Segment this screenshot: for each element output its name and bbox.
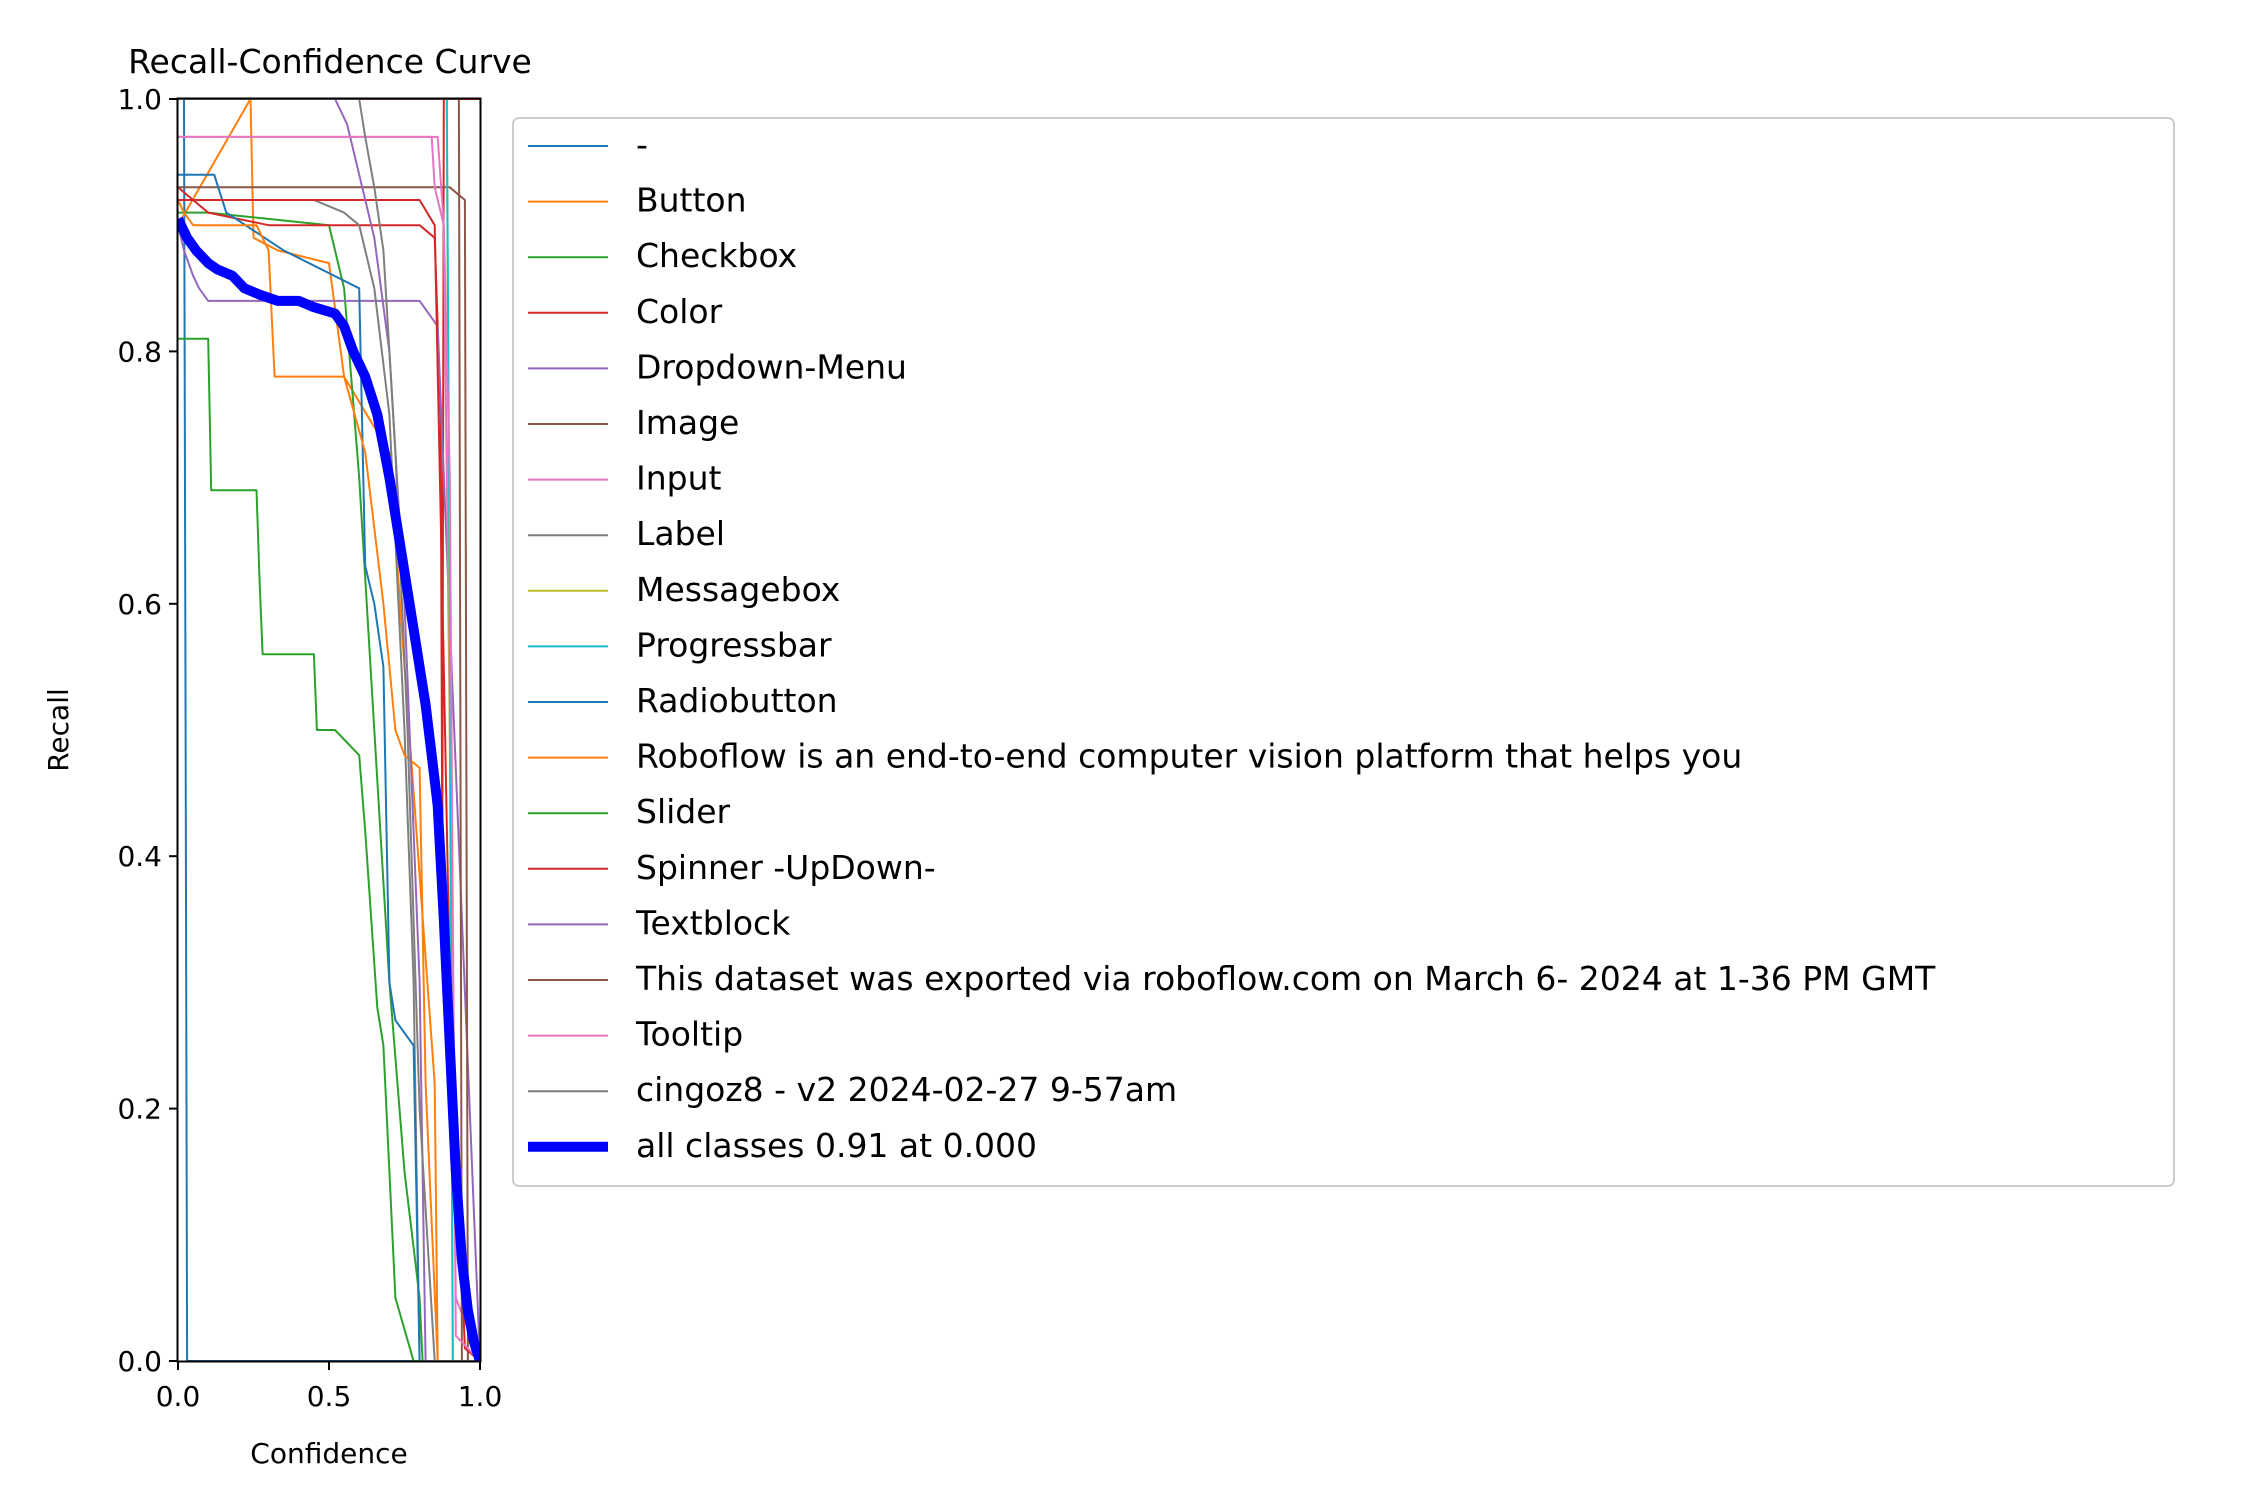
x-axis-label: Confidence [250,1437,407,1470]
legend: - Button Checkbox Color Dropdown-Menu Image In… [512,117,2175,1187]
series-line-13 [178,199,480,1361]
legend-box [512,117,2175,1187]
legend-label-4: Dropdown-Menu [636,347,907,386]
series-line-15 [178,99,480,1361]
legend-label-18: all classes 0.91 at 0.000 [636,1126,1037,1165]
legend-label-13: Spinner -UpDown- [636,848,936,887]
series-line-16 [178,135,480,1361]
series-line-11 [178,199,480,1361]
x-tick-label: 1.0 [458,1380,503,1413]
y-tick-label: 1.0 [117,83,162,116]
legend-label-6: Input [636,459,722,498]
legend-label-17: cingoz8 - v2 2024-02-27 9-57am [636,1070,1177,1109]
x-tick-label: 0.5 [307,1380,352,1413]
y-axis-label: Recall [42,688,75,772]
series-layer [178,99,480,1361]
legend-label-8: Messagebox [636,570,840,609]
y-tick-label: 0.4 [117,840,162,873]
legend-label-5: Image [636,403,739,442]
y-tick-label: 0.2 [117,1093,162,1126]
series-line-10 [178,173,480,1361]
legend-label-11: Roboflow is an end-to-end computer visio… [636,737,1742,776]
legend-label-3: Color [636,292,723,331]
legend-label-10: Radiobutton [636,681,838,720]
legend-label-9: Progressbar [636,625,832,664]
series-line-5 [178,186,480,1361]
series-line-0 [178,99,480,1361]
legend-label-12: Slider [636,792,731,831]
series-line-18 [178,216,480,1361]
series-line-12 [178,337,480,1361]
series-line-4 [178,224,480,1361]
legend-label-15: This dataset was exported via roboflow.c… [635,959,1936,998]
y-tick-label: 0.6 [117,588,162,621]
y-tick-label: 0.0 [117,1345,162,1378]
legend-items: - Button Checkbox Color Dropdown-Menu Image In… [528,125,1936,1165]
series-line-2 [178,211,480,1361]
chart-title: Recall-Confidence Curve [128,42,532,81]
legend-label-7: Label [636,514,725,553]
x-tick-label: 0.0 [156,1380,201,1413]
legend-label-2: Checkbox [636,236,797,275]
legend-label-1: Button [636,181,747,220]
series-line-17 [178,99,480,1361]
legend-label-0: - [636,125,648,164]
legend-label-14: Textblock [635,903,791,942]
x-axis: 0.0 0.5 1.0 [156,1361,503,1413]
y-axis: 0.0 0.2 0.4 0.6 0.8 1.0 [117,83,178,1378]
y-tick-label: 0.8 [117,335,162,368]
legend-label-16: Tooltip [635,1015,743,1054]
